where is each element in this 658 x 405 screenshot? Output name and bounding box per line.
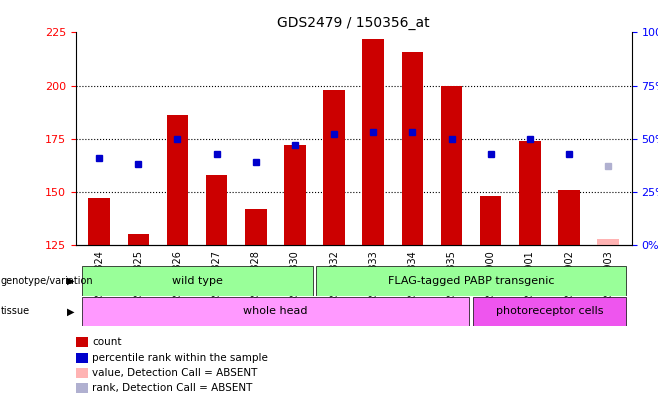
Text: rank, Detection Call = ABSENT: rank, Detection Call = ABSENT bbox=[92, 384, 253, 393]
Bar bbox=[441, 85, 463, 245]
Bar bbox=[480, 196, 501, 245]
Text: ▶: ▶ bbox=[67, 276, 75, 286]
Bar bbox=[88, 198, 110, 245]
Text: ▶: ▶ bbox=[67, 307, 75, 316]
Text: whole head: whole head bbox=[243, 307, 307, 316]
Bar bbox=[206, 175, 228, 245]
Bar bbox=[519, 141, 541, 245]
Bar bbox=[558, 190, 580, 245]
Bar bbox=[284, 145, 306, 245]
Text: count: count bbox=[92, 337, 122, 347]
Bar bbox=[597, 239, 619, 245]
Bar bbox=[316, 266, 626, 296]
Bar bbox=[401, 51, 423, 245]
Title: GDS2479 / 150356_at: GDS2479 / 150356_at bbox=[278, 16, 430, 30]
Bar bbox=[323, 90, 345, 245]
Text: percentile rank within the sample: percentile rank within the sample bbox=[92, 353, 268, 362]
Bar bbox=[473, 297, 626, 326]
Text: wild type: wild type bbox=[172, 276, 222, 286]
Bar bbox=[82, 266, 313, 296]
Bar bbox=[128, 234, 149, 245]
Text: genotype/variation: genotype/variation bbox=[1, 276, 93, 286]
Text: FLAG-tagged PABP transgenic: FLAG-tagged PABP transgenic bbox=[388, 276, 555, 286]
Bar bbox=[82, 297, 469, 326]
Text: tissue: tissue bbox=[1, 307, 30, 316]
Bar bbox=[363, 39, 384, 245]
Bar bbox=[245, 209, 266, 245]
Bar bbox=[166, 115, 188, 245]
Text: photoreceptor cells: photoreceptor cells bbox=[495, 307, 603, 316]
Text: value, Detection Call = ABSENT: value, Detection Call = ABSENT bbox=[92, 368, 257, 378]
